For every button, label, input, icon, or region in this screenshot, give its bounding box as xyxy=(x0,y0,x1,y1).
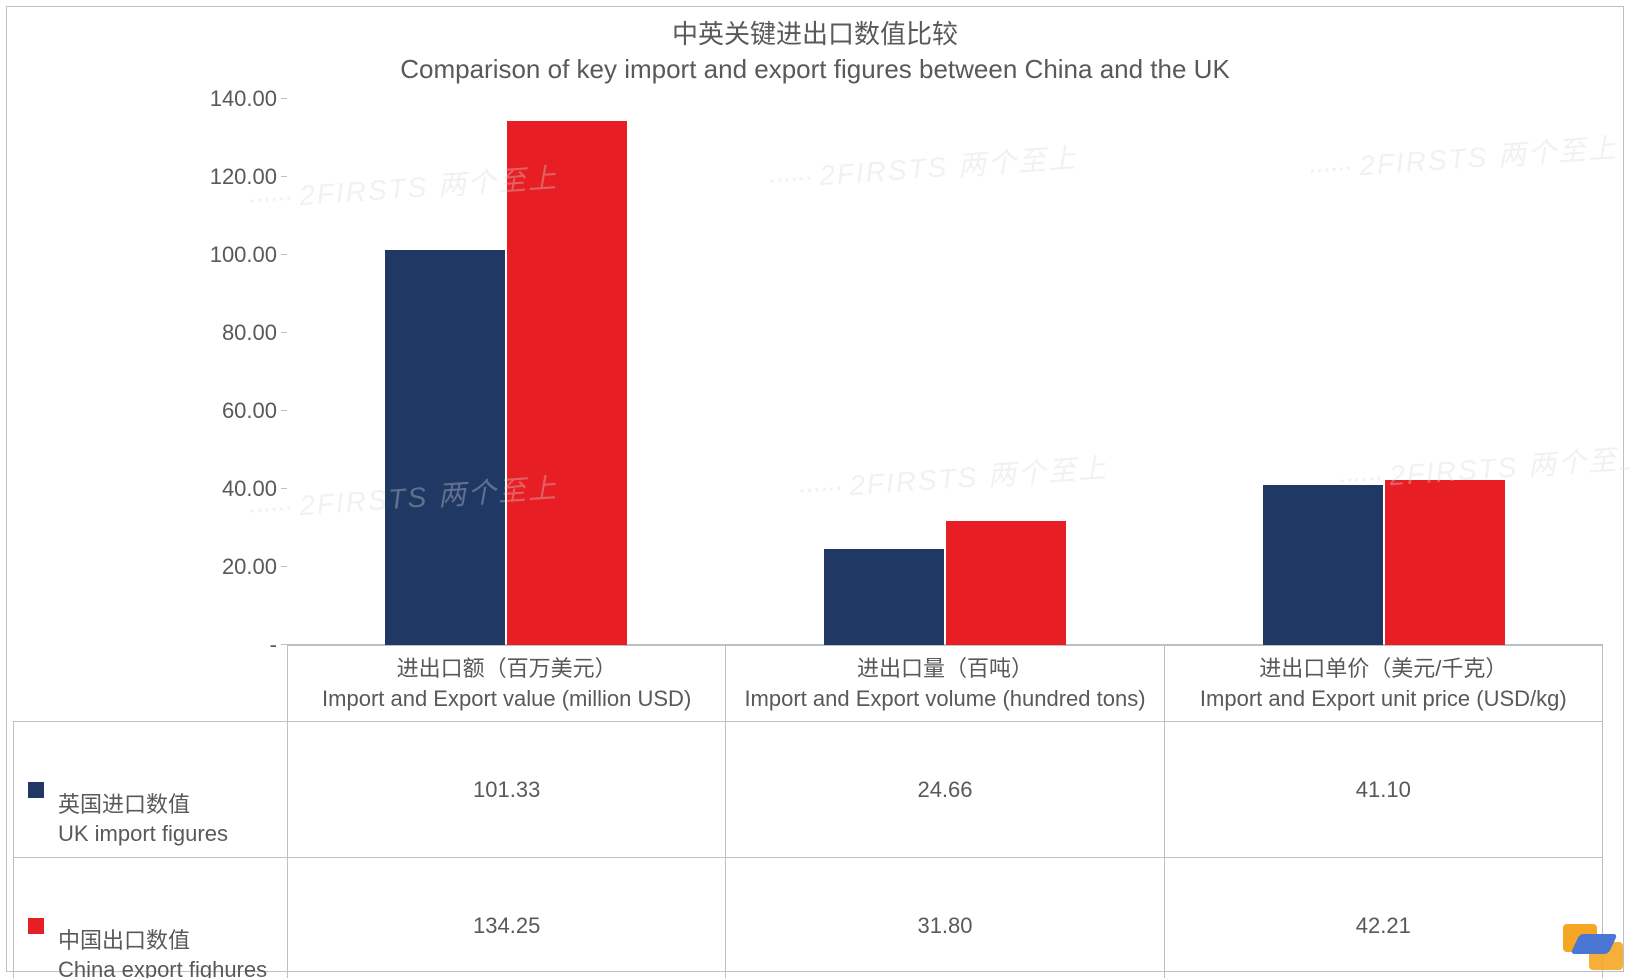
y-axis: -20.0040.0060.0080.00100.00120.00140.00 xyxy=(187,99,287,645)
series-label-china-text: 中国出口数值 China export fighures xyxy=(58,928,267,978)
table-row-china: 中国出口数值 China export fighures 134.25 31.8… xyxy=(14,858,1603,978)
series-label-uk-text: 英国进口数值 UK import figures xyxy=(58,792,228,847)
chart-title-en: Comparison of key import and export figu… xyxy=(7,52,1623,87)
legend-swatch-uk xyxy=(28,782,44,798)
y-tick: 120.00 xyxy=(210,164,277,190)
bar-group-volume xyxy=(726,99,1165,645)
chart-title-cn: 中英关键进出口数值比较 xyxy=(7,17,1623,52)
category-head-unitprice: 进出口单价（美元/千克） Import and Export unit pric… xyxy=(1164,646,1602,722)
bar-uk-value xyxy=(385,250,505,645)
category-head-value: 进出口额（百万美元） Import and Export value (mill… xyxy=(288,646,726,722)
y-tick: 60.00 xyxy=(222,398,277,424)
cell-uk-volume: 24.66 xyxy=(726,722,1164,858)
y-tick: 40.00 xyxy=(222,476,277,502)
chart-container: 中英关键进出口数值比较 Comparison of key import and… xyxy=(6,6,1624,972)
cell-uk-unitprice: 41.10 xyxy=(1164,722,1602,858)
bar-uk-unit_price xyxy=(1263,485,1383,645)
blank-corner-cell xyxy=(14,646,288,722)
bar-uk-volume xyxy=(824,549,944,645)
cell-china-unitprice: 42.21 xyxy=(1164,858,1602,978)
category-head-volume: 进出口量（百吨） Import and Export volume (hundr… xyxy=(726,646,1164,722)
bar-group-unit_price xyxy=(1164,99,1603,645)
cell-china-volume: 31.80 xyxy=(726,858,1164,978)
corner-logo-icon xyxy=(1557,920,1627,975)
series-label-china: 中国出口数值 China export fighures xyxy=(14,858,288,978)
series-label-uk: 英国进口数值 UK import figures xyxy=(14,722,288,858)
y-tick: 80.00 xyxy=(222,320,277,346)
cell-china-value: 134.25 xyxy=(288,858,726,978)
chart-title: 中英关键进出口数值比较 Comparison of key import and… xyxy=(7,7,1623,87)
legend-swatch-china xyxy=(28,918,44,934)
category-header-row: 进出口额（百万美元） Import and Export value (mill… xyxy=(14,646,1603,722)
bar-group-value xyxy=(287,99,726,645)
bar-china-volume xyxy=(946,521,1066,645)
bar-china-value xyxy=(507,121,627,645)
y-tick: 100.00 xyxy=(210,242,277,268)
y-tick: 20.00 xyxy=(222,554,277,580)
data-table: 进出口额（百万美元） Import and Export value (mill… xyxy=(13,645,1603,978)
table-row-uk: 英国进口数值 UK import figures 101.33 24.66 41… xyxy=(14,722,1603,858)
plot-area xyxy=(287,99,1603,645)
bar-china-unit_price xyxy=(1385,480,1505,645)
y-tick: 140.00 xyxy=(210,86,277,112)
cell-uk-value: 101.33 xyxy=(288,722,726,858)
